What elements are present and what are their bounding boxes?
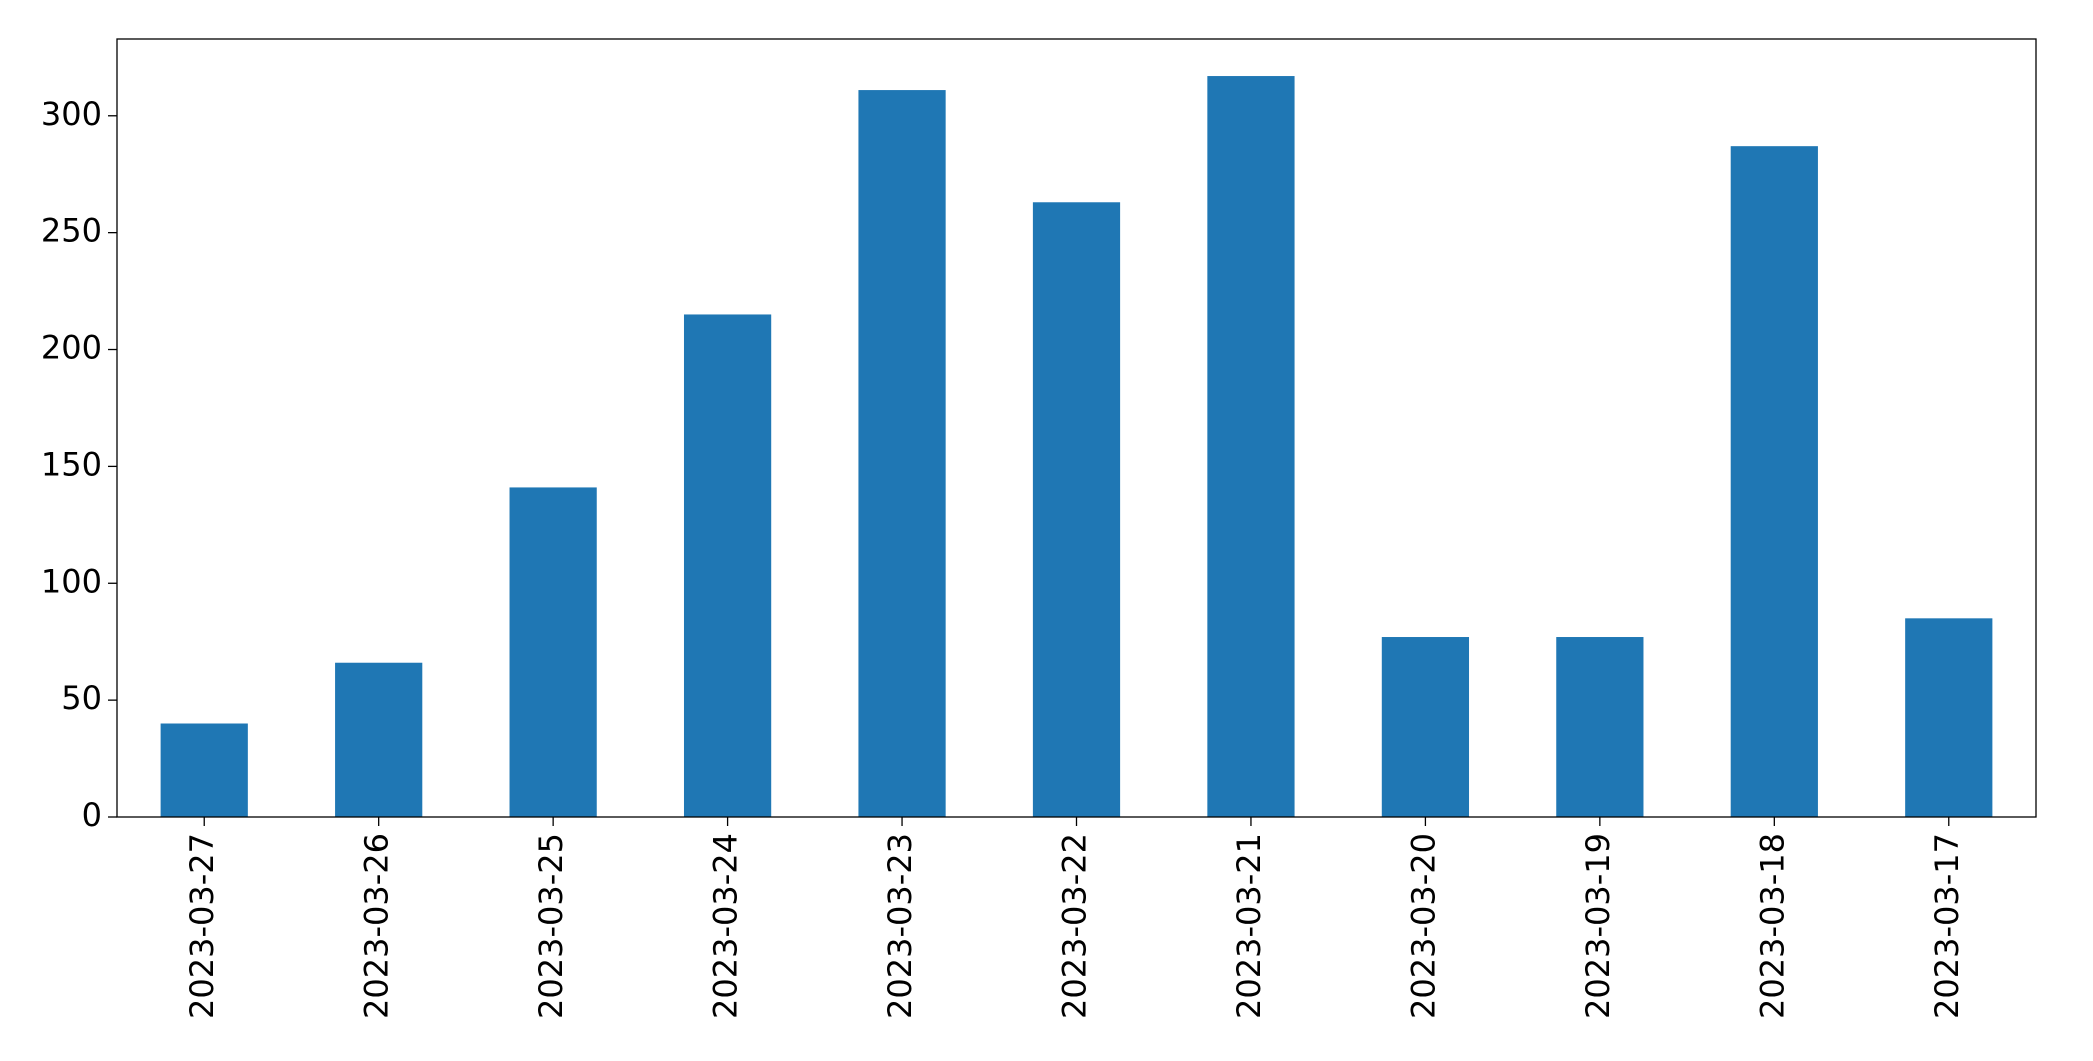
x-tick-label: 2023-03-27	[183, 833, 221, 1019]
x-tick-label: 2023-03-21	[1230, 833, 1268, 1019]
bar	[683, 314, 772, 817]
x-tick-label: 2023-03-17	[1928, 833, 1966, 1019]
plot-frame	[116, 38, 2037, 818]
x-tick-label: 2023-03-23	[881, 833, 919, 1019]
bar	[1381, 637, 1470, 817]
bar	[1730, 146, 1818, 817]
bar	[1556, 637, 1644, 817]
x-tick-label: 2023-03-20	[1404, 833, 1442, 1019]
bar	[335, 662, 423, 817]
x-tick-label: 2023-03-26	[358, 833, 396, 1019]
bar	[1032, 202, 1121, 818]
x-tick-label: 2023-03-18	[1753, 833, 1791, 1019]
y-tick-label: 200	[41, 329, 102, 367]
bar	[858, 90, 946, 817]
bar	[160, 723, 248, 817]
y-tick-label: 100	[41, 562, 102, 600]
x-tick-label: 2023-03-25	[532, 833, 570, 1019]
x-tick-label: 2023-03-22	[1056, 833, 1094, 1019]
x-tick-label: 2023-03-19	[1579, 833, 1617, 1019]
y-tick-label: 300	[41, 95, 102, 133]
y-tick-label: 150	[41, 445, 102, 483]
bar	[1905, 618, 1993, 817]
y-tick-label: 250	[41, 212, 102, 250]
x-tick-label: 2023-03-24	[707, 833, 745, 1019]
bar	[509, 487, 597, 817]
y-tick-label: 50	[61, 679, 102, 717]
y-tick-label: 0	[82, 796, 102, 834]
bar	[1207, 76, 1295, 818]
